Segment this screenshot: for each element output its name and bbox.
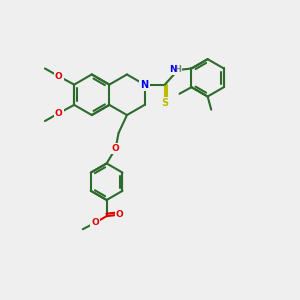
Text: O: O: [55, 72, 62, 81]
Text: H: H: [175, 65, 182, 74]
Text: S: S: [161, 98, 168, 108]
Text: O: O: [92, 218, 99, 227]
Text: O: O: [112, 144, 119, 153]
Text: O: O: [116, 210, 124, 219]
Text: N: N: [169, 65, 176, 74]
Text: N: N: [140, 80, 148, 90]
Text: O: O: [55, 109, 62, 118]
